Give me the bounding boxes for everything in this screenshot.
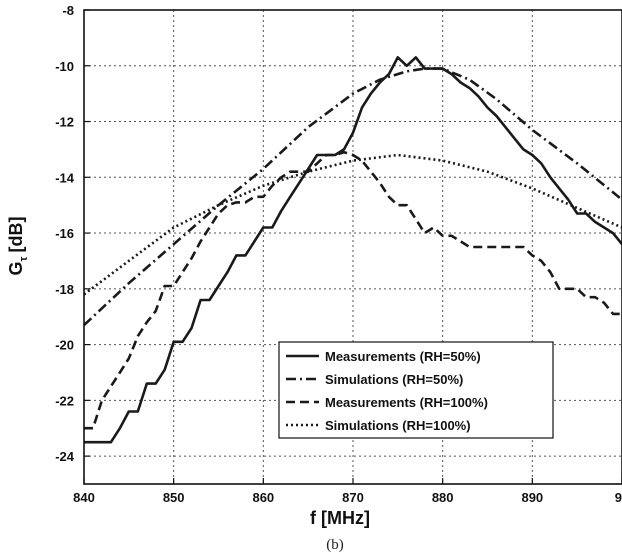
x-tick-label: 850: [163, 490, 185, 505]
x-tick-label: 840: [73, 490, 95, 505]
y-tick-label: -18: [55, 282, 74, 297]
legend-label-2: Simulations (RH=50%): [325, 372, 463, 387]
y-tick-label: -20: [55, 338, 74, 353]
x-tick-label: 90: [615, 490, 622, 505]
y-tick-label: -16: [55, 226, 74, 241]
y-axis-label-unit: [dB]: [6, 217, 26, 253]
y-tick-label: -10: [55, 59, 74, 74]
y-axis-label-main: G: [6, 261, 26, 275]
legend-label-4: Simulations (RH=100%): [325, 418, 471, 433]
y-axis-label-sub: τ: [18, 256, 30, 261]
x-tick-label: 880: [432, 490, 454, 505]
y-tick-label: -12: [55, 115, 74, 130]
x-axis-label: f [MHz]: [310, 508, 370, 528]
figure-caption: (b): [326, 537, 344, 553]
x-tick-label: 870: [342, 490, 364, 505]
x-tick-label: 890: [521, 490, 543, 505]
y-tick-label: -8: [62, 3, 74, 18]
x-tick-label: 860: [252, 490, 274, 505]
legend-label-3: Measurements (RH=100%): [325, 395, 488, 410]
y-tick-label: -22: [55, 393, 74, 408]
y-tick-label: -14: [55, 170, 75, 185]
legend: Measurements (RH=50%) Simulations (RH=50%…: [279, 342, 553, 438]
y-tick-label: -24: [55, 449, 75, 464]
legend-label-1: Measurements (RH=50%): [325, 349, 481, 364]
